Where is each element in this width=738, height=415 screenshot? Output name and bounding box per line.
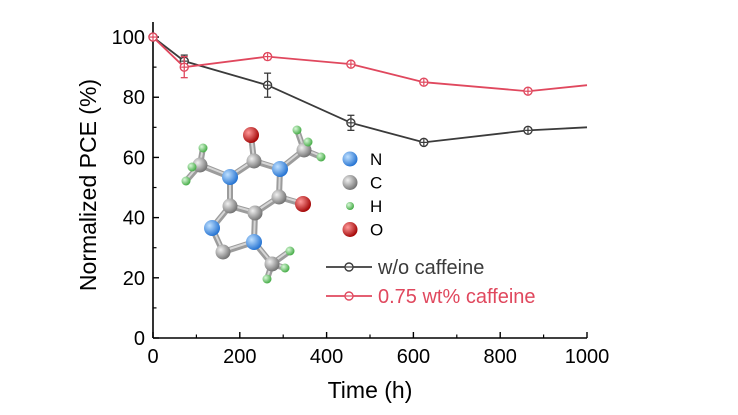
x-tick-label: 0 <box>147 346 158 368</box>
atom-C <box>215 244 231 260</box>
series-2 <box>148 32 588 96</box>
atom-label: N <box>370 150 382 169</box>
atom-C <box>271 189 287 205</box>
atom-H <box>285 246 295 256</box>
atom-H <box>303 137 313 147</box>
y-axis-title: Normalized PCE (%) <box>75 79 101 291</box>
atom-H <box>198 143 208 153</box>
legend-item-2: 0.75 wt% caffeine <box>326 286 536 308</box>
atom-C <box>246 153 262 169</box>
atom-label: C <box>370 174 382 193</box>
atom-legend-H: H <box>346 197 382 216</box>
series-line <box>152 36 588 144</box>
atom-C <box>192 157 208 173</box>
x-axis-title: Time (h) <box>328 377 413 403</box>
x-tick-label: 600 <box>397 346 430 368</box>
atom-C <box>264 256 280 272</box>
atom-N <box>222 169 238 185</box>
atom-C-swatch <box>342 175 358 190</box>
x-tick-label: 1000 <box>565 346 610 368</box>
atom-C <box>247 205 263 221</box>
caffeine-molecule-inset <box>181 125 326 284</box>
x-tick-label: 400 <box>310 346 343 368</box>
atom-H-swatch <box>346 202 354 210</box>
atom-H <box>187 162 197 172</box>
atom-legend-C: C <box>342 174 382 193</box>
atom-N <box>204 220 220 236</box>
y-tick-label: 20 <box>123 268 145 290</box>
legend-label: w/o caffeine <box>377 257 484 279</box>
atom-N <box>246 234 262 250</box>
atom-legend-N: N <box>342 150 382 169</box>
atom-label: O <box>370 221 383 240</box>
y-tick-label: 0 <box>134 328 145 350</box>
atom-H <box>262 274 272 284</box>
atom-O-swatch <box>342 222 358 237</box>
atom-H <box>181 176 191 186</box>
series-legend: w/o caffeine 0.75 wt% caffeine <box>326 257 536 308</box>
legend-item-1: w/o caffeine <box>326 257 484 279</box>
atom-N <box>272 161 288 177</box>
atom-N-swatch <box>342 151 358 167</box>
atom-H <box>316 152 326 162</box>
series-1 <box>148 32 588 148</box>
atom-H <box>280 263 290 273</box>
x-tick-label: 200 <box>223 346 256 368</box>
y-ticks: 0 20 40 60 80 100 <box>112 27 159 350</box>
legend-label: 0.75 wt% caffeine <box>378 286 536 308</box>
atom-C <box>222 198 238 214</box>
y-tick-label: 80 <box>123 87 145 109</box>
atom-H <box>292 125 302 135</box>
x-tick-label: 800 <box>484 346 517 368</box>
y-tick-label: 100 <box>112 27 145 49</box>
x-ticks: 0 200 400 600 800 1000 <box>147 332 609 368</box>
series-line <box>152 36 588 93</box>
atom-legend-O: O <box>342 221 383 240</box>
y-tick-label: 40 <box>123 208 145 230</box>
y-tick-label: 60 <box>123 147 145 169</box>
atom-label: H <box>370 197 382 216</box>
atom-O <box>243 127 259 143</box>
atom-O <box>295 196 311 212</box>
series-layer <box>148 32 588 148</box>
